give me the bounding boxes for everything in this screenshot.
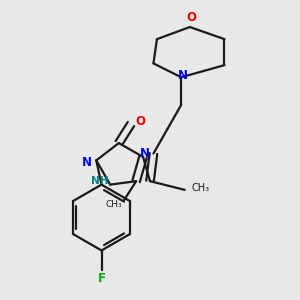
Text: N: N bbox=[82, 156, 92, 169]
Text: CH₃: CH₃ bbox=[191, 183, 209, 193]
Text: CH₃: CH₃ bbox=[105, 200, 122, 209]
Text: NH: NH bbox=[91, 176, 109, 186]
Text: N: N bbox=[140, 147, 150, 160]
Text: O: O bbox=[136, 115, 146, 128]
Text: N: N bbox=[178, 69, 188, 82]
Text: F: F bbox=[98, 272, 106, 285]
Text: O: O bbox=[187, 11, 196, 24]
